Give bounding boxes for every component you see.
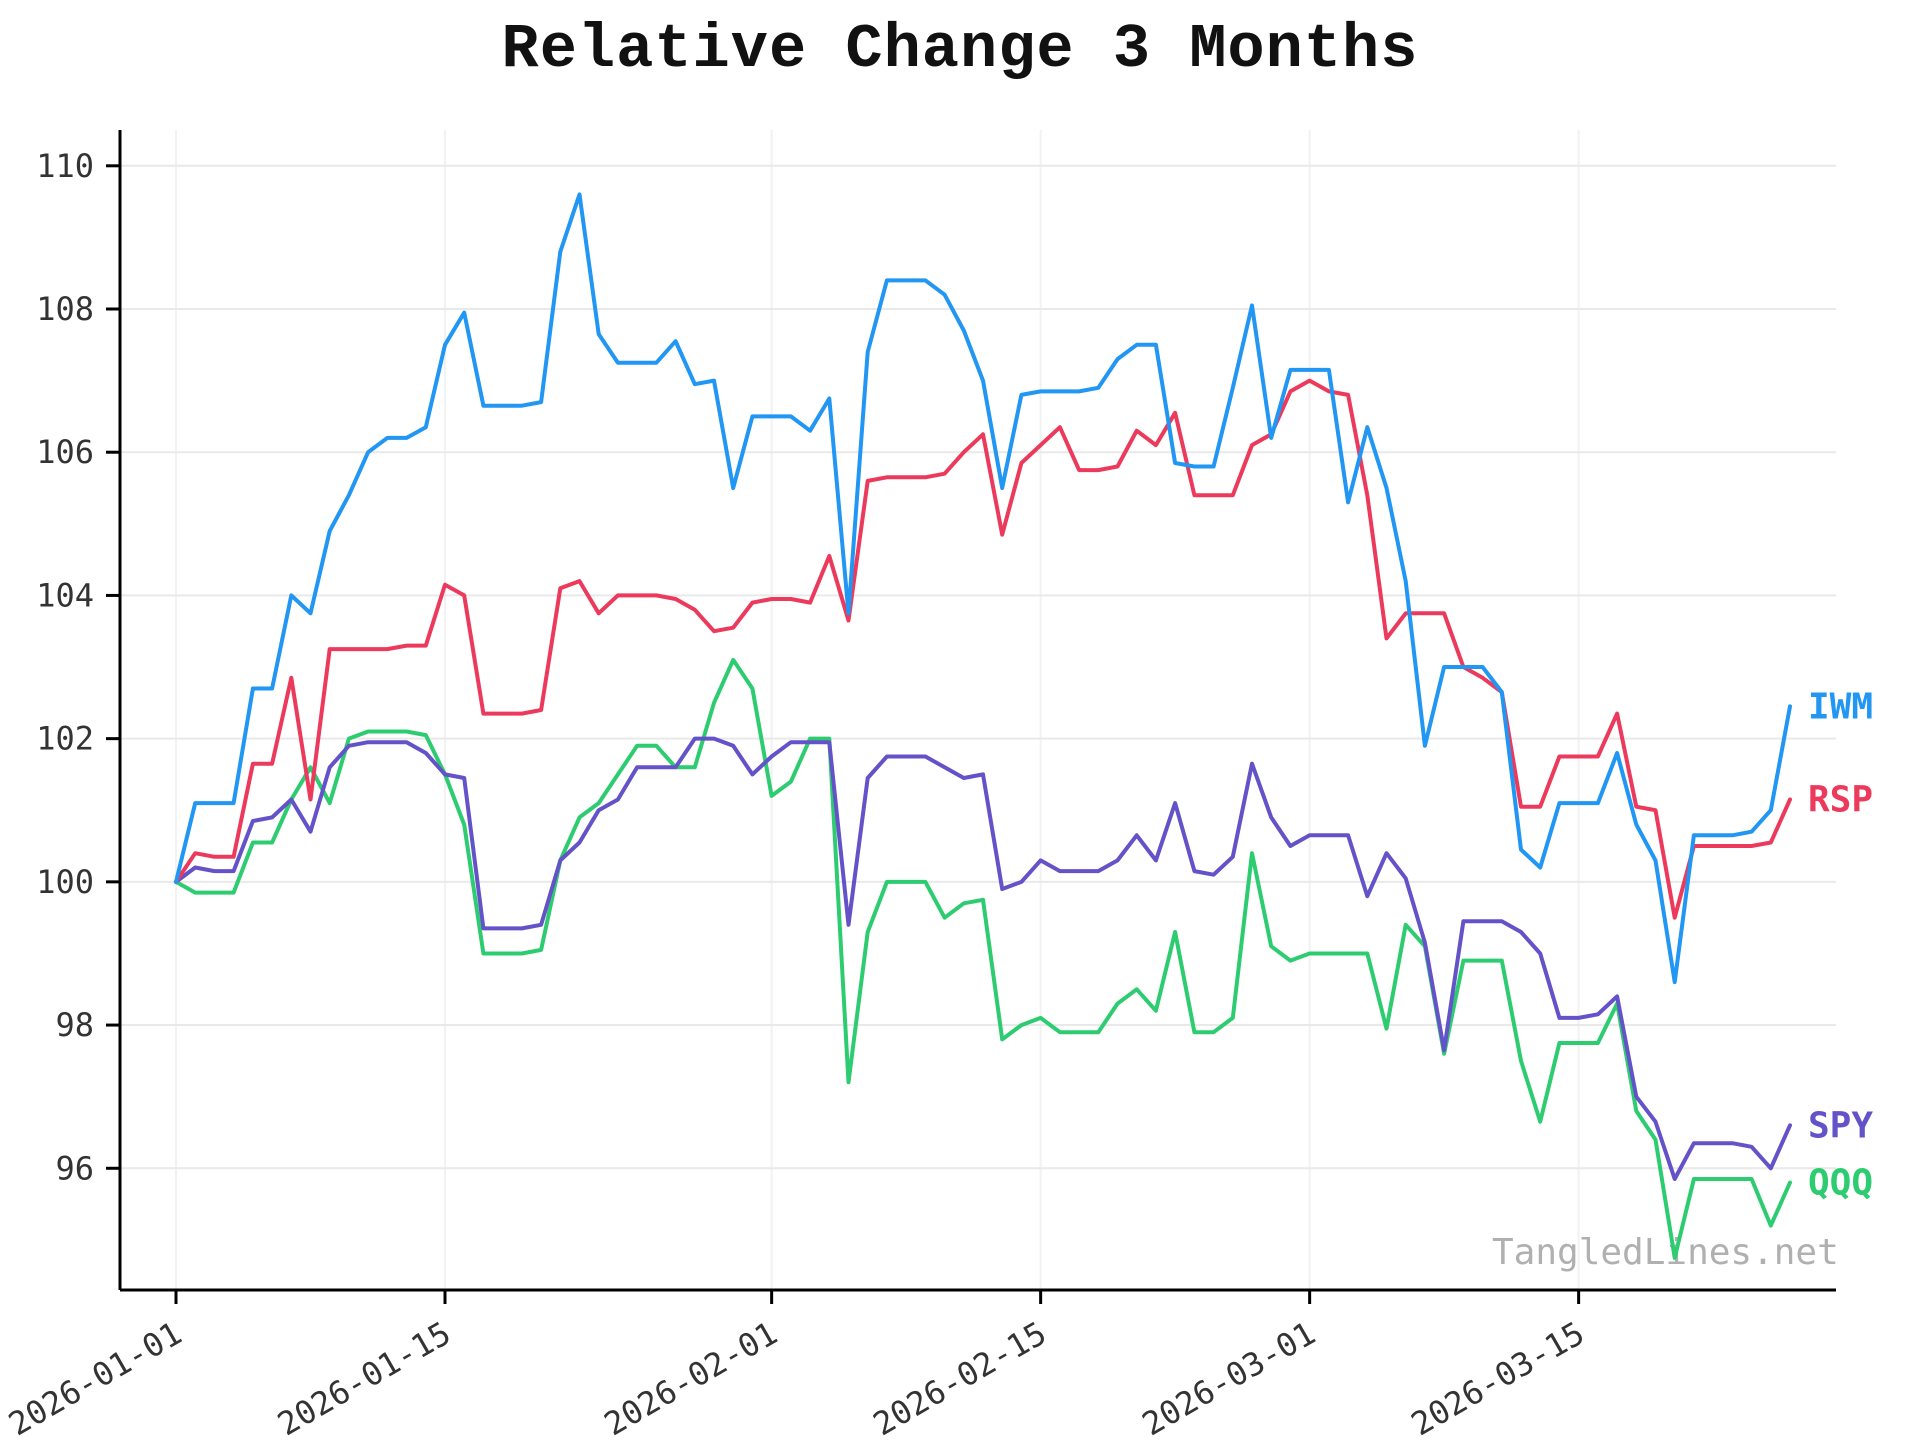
x-tick-label: 2026-02-01 — [598, 1314, 784, 1440]
y-tick-label: 96 — [55, 1149, 94, 1187]
x-tick-label: 2026-03-15 — [1405, 1314, 1591, 1440]
x-tick-label: 2026-01-15 — [271, 1314, 457, 1440]
y-tick-label: 110 — [36, 147, 94, 185]
y-tick-label: 102 — [36, 720, 94, 758]
y-tick-label: 106 — [36, 433, 94, 471]
y-tick-label: 104 — [36, 576, 94, 614]
series-line-iwm — [174, 192, 1792, 985]
series-label-rsp: RSP — [1808, 780, 1873, 821]
y-tick-label: 108 — [36, 290, 94, 328]
x-tick-label: 2026-01-01 — [2, 1314, 188, 1440]
x-tick-label: 2026-03-01 — [1136, 1314, 1322, 1440]
chart-title: Relative Change 3 Months — [501, 14, 1419, 85]
x-tick-label: 2026-02-15 — [867, 1314, 1053, 1440]
watermark-text: TangledLines.net — [1492, 1232, 1839, 1273]
series-line-spy — [174, 736, 1792, 1181]
y-tick-label: 100 — [36, 863, 94, 901]
series-label-iwm: IWM — [1808, 686, 1873, 727]
series-label-spy: SPY — [1808, 1105, 1873, 1146]
y-tick-label: 98 — [55, 1006, 94, 1044]
series-label-qqq: QQQ — [1808, 1163, 1873, 1204]
series-line-rsp — [174, 378, 1792, 920]
